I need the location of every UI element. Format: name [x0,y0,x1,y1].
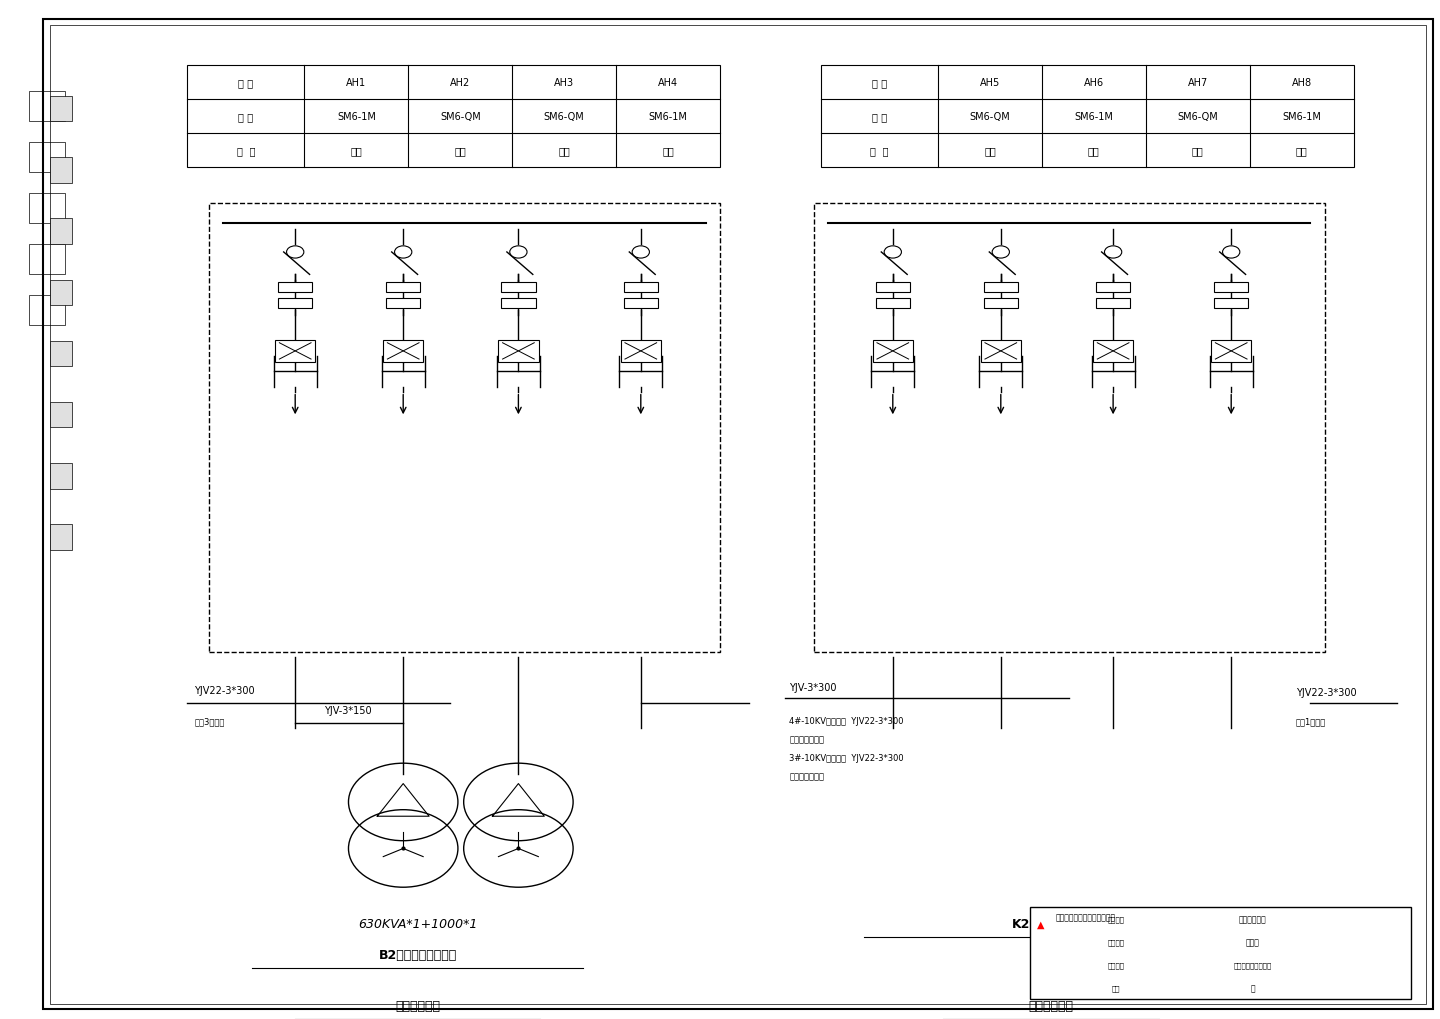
Text: 出线: 出线 [559,146,570,156]
Bar [383,340,423,363]
Bar [821,66,1354,168]
Bar [814,204,1325,652]
Bar [278,282,312,292]
Text: SM6-QM: SM6-QM [969,112,1011,122]
Text: 设计阶段: 设计阶段 [1107,938,1125,945]
Text: SM6-QM: SM6-QM [544,112,585,122]
Text: 出线: 出线 [984,146,996,156]
Bar [50,158,72,183]
Text: 4#-10KV电源进线  YJV22-3*300: 4#-10KV电源进线 YJV22-3*300 [789,716,904,726]
Bar [187,66,720,168]
Text: SM6-QM: SM6-QM [1178,112,1218,122]
Bar [1214,299,1248,309]
Text: 学术交流中心: 学术交流中心 [395,999,441,1012]
Bar [624,282,658,292]
Text: 无: 无 [1250,983,1256,993]
Bar [1093,340,1133,363]
Bar [621,340,661,363]
Bar [1214,282,1248,292]
Text: 出线: 出线 [1192,146,1204,156]
Text: 朝阳1变电站: 朝阳1变电站 [1296,716,1326,726]
Text: AH4: AH4 [658,78,678,89]
Bar [1030,907,1411,999]
Text: YJV22-3*300: YJV22-3*300 [1296,687,1356,697]
Text: 型 号: 型 号 [871,112,887,122]
Text: 3#-10KV电源进线  YJV22-3*300: 3#-10KV电源进线 YJV22-3*300 [789,753,904,762]
Text: 华南理工大学建筑设计研究院: 华南理工大学建筑设计研究院 [1056,912,1116,921]
Text: SM6-1M: SM6-1M [648,112,687,122]
Text: 比例: 比例 [1112,984,1120,990]
Bar [50,280,72,306]
Bar [1096,282,1130,292]
Text: YJV-3*300: YJV-3*300 [789,682,837,692]
Text: SM6-QM: SM6-QM [439,112,481,122]
Bar [50,403,72,428]
Text: 630KVA*1+1000*1: 630KVA*1+1000*1 [359,917,477,930]
Text: AH8: AH8 [1292,78,1312,89]
Text: AH5: AH5 [979,78,1001,89]
Text: 用  途: 用 途 [870,146,888,156]
Text: AH7: AH7 [1188,78,1208,89]
Bar [209,204,720,652]
Text: K2开关所一次结线图: K2开关所一次结线图 [1012,917,1090,930]
Text: 出线: 出线 [350,146,363,156]
Bar [1211,340,1251,363]
Bar [1096,299,1130,309]
Bar [876,282,910,292]
Text: 馈线: 馈线 [1089,146,1100,156]
Bar [501,299,536,309]
Text: AH2: AH2 [451,78,471,89]
Text: 馈线: 馈线 [455,146,467,156]
Bar [278,299,312,309]
Text: 编 号: 编 号 [238,78,253,89]
Bar [501,282,536,292]
Bar [624,299,658,309]
Text: B2变电站一次结线图: B2变电站一次结线图 [379,948,456,961]
Text: 工程名称: 工程名称 [1107,915,1125,922]
Bar [50,219,72,245]
Bar [876,299,910,309]
Bar [50,97,72,122]
Text: 学术交流中心: 学术交流中心 [1238,914,1267,923]
Text: 图纸名称: 图纸名称 [1107,961,1125,968]
Text: SM6-1M: SM6-1M [1074,112,1113,122]
Text: 高压配电一次接线图: 高压配电一次接线图 [1234,961,1272,968]
Text: 编 号: 编 号 [871,78,887,89]
Text: 学术交流中心: 学术交流中心 [1028,999,1074,1012]
Text: YJV-3*150: YJV-3*150 [324,705,372,715]
Bar [50,525,72,550]
Bar [984,299,1018,309]
Text: 施工图: 施工图 [1246,937,1260,947]
Text: YJV22-3*300: YJV22-3*300 [194,685,255,695]
Text: AH3: AH3 [554,78,575,89]
Bar [275,340,315,363]
Text: SM6-1M: SM6-1M [337,112,376,122]
Bar [981,340,1021,363]
Bar [386,299,420,309]
Text: ▲: ▲ [1037,919,1044,929]
Text: 进线: 进线 [1296,146,1308,156]
Bar [386,282,420,292]
Bar [873,340,913,363]
Bar [29,245,65,275]
Text: AH6: AH6 [1084,78,1104,89]
Text: 馈出馈线柜引入: 馈出馈线柜引入 [789,735,824,744]
Bar [29,143,65,173]
Bar [29,296,65,326]
Text: 朝阳3变电站: 朝阳3变电站 [194,716,225,726]
Text: 馈出馈线柜引入: 馈出馈线柜引入 [789,771,824,781]
Text: 型 号: 型 号 [238,112,253,122]
Bar [50,341,72,367]
Bar [498,340,539,363]
Bar [984,282,1018,292]
Text: 进线: 进线 [662,146,674,156]
Bar [29,194,65,224]
Text: AH1: AH1 [346,78,366,89]
Text: 用  途: 用 途 [236,146,255,156]
Text: SM6-1M: SM6-1M [1282,112,1320,122]
Bar [50,464,72,489]
Bar [29,92,65,122]
